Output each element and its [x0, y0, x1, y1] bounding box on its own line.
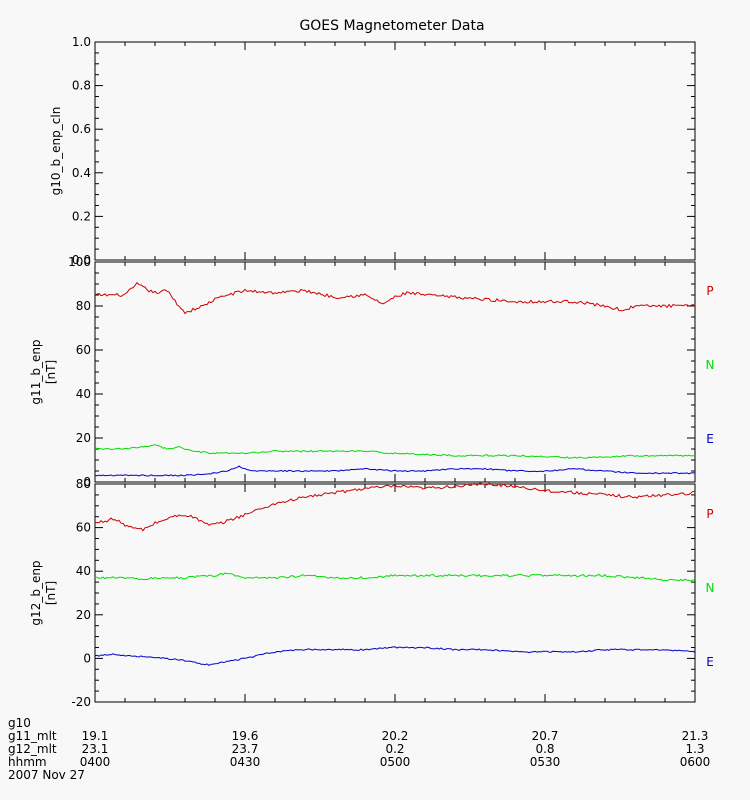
panel-3: -20 0 20 40 60 80 g12_b_enp [nT] P N E	[29, 477, 714, 709]
panel-frame	[94, 483, 696, 703]
x-row-label: g12_mlt	[8, 742, 57, 756]
y-tick-label: 0	[83, 651, 91, 665]
y-tick-label: 20	[76, 431, 91, 445]
series-P-line	[94, 482, 696, 532]
chart-title: GOES Magnetometer Data	[299, 18, 484, 34]
x-tick-label: 21.3	[682, 729, 709, 743]
y-axis-label: g11_b_enp	[29, 339, 43, 404]
y-tick-label: 40	[76, 387, 91, 401]
y-tick-label: 0.8	[72, 79, 91, 93]
x-tick-label: 0430	[230, 755, 261, 769]
series-N-line	[94, 443, 696, 459]
y-tick-label: -20	[71, 695, 91, 709]
y-tick-label: 0.0	[72, 253, 91, 267]
y-tick-label: 80	[76, 477, 91, 491]
panel-1: 0.0 0.2 0.4 0.6 0.8 1.0 g10_b_enp_cln	[49, 35, 696, 267]
x-row-label: g11_mlt	[8, 729, 57, 743]
x-row-label: g10	[8, 716, 31, 730]
panel-2: 0 20 40 60 80 100 g11_b_enp [nT] P N E	[29, 255, 714, 489]
series-E-line	[94, 646, 696, 667]
x-tick-label: 19.1	[82, 729, 109, 743]
y-tick-label: 60	[76, 343, 91, 357]
series-P-label: P	[706, 284, 713, 298]
series-N-label: N	[706, 358, 715, 372]
x-tick-label: 0400	[80, 755, 111, 769]
y-tick-label: 0.4	[72, 166, 91, 180]
x-tick-label: 1.3	[685, 742, 704, 756]
y-tick-label: 100	[68, 255, 91, 269]
y-tick-label: 80	[76, 299, 91, 313]
series-N-label: N	[706, 581, 715, 595]
y-axis-unit: [nT]	[44, 581, 58, 605]
x-tick-label: 19.6	[232, 729, 259, 743]
y-tick-label: 0	[83, 475, 91, 489]
x-tick-label: 20.7	[532, 729, 559, 743]
y-tick-label: 40	[76, 564, 91, 578]
series-N-line	[94, 572, 696, 582]
series-E-line	[94, 465, 696, 477]
series-E-label: E	[706, 655, 714, 669]
y-tick-label: 0.2	[72, 209, 91, 223]
y-axis-label: g12_b_enp	[29, 560, 43, 625]
y-tick-label: 60	[76, 521, 91, 535]
x-tick-label: 23.1	[82, 742, 109, 756]
panel-frame	[94, 41, 696, 261]
series-P-line	[94, 281, 696, 315]
x-tick-label: 0.2	[385, 742, 404, 756]
y-tick-label: 1.0	[72, 35, 91, 49]
x-row-label: hhmm	[8, 755, 47, 769]
y-axis-label: g10_b_enp_cln	[49, 107, 63, 196]
y-axis-unit: [nT]	[44, 360, 58, 384]
x-tick-label: 0600	[680, 755, 711, 769]
x-tick-label: 0500	[380, 755, 411, 769]
x-tick-label: 0530	[530, 755, 561, 769]
y-tick-label: 20	[76, 608, 91, 622]
x-tick-label: 0.8	[535, 742, 554, 756]
x-tick-label: 20.2	[382, 729, 409, 743]
x-tick-label: 23.7	[232, 742, 259, 756]
series-E-label: E	[706, 432, 714, 446]
series-P-label: P	[706, 507, 713, 521]
y-tick-label: 0.6	[72, 122, 91, 136]
panels-group: 0.0 0.2 0.4 0.6 0.8 1.0 g10_b_enp_cln 0 20 40 60 80…	[29, 35, 714, 709]
x-date-label: 2007 Nov 27	[8, 768, 85, 782]
